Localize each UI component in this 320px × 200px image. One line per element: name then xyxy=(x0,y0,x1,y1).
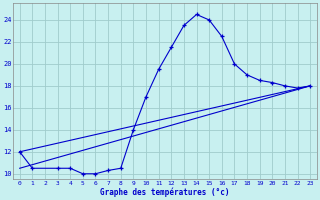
X-axis label: Graphe des températures (°c): Graphe des températures (°c) xyxy=(100,187,230,197)
